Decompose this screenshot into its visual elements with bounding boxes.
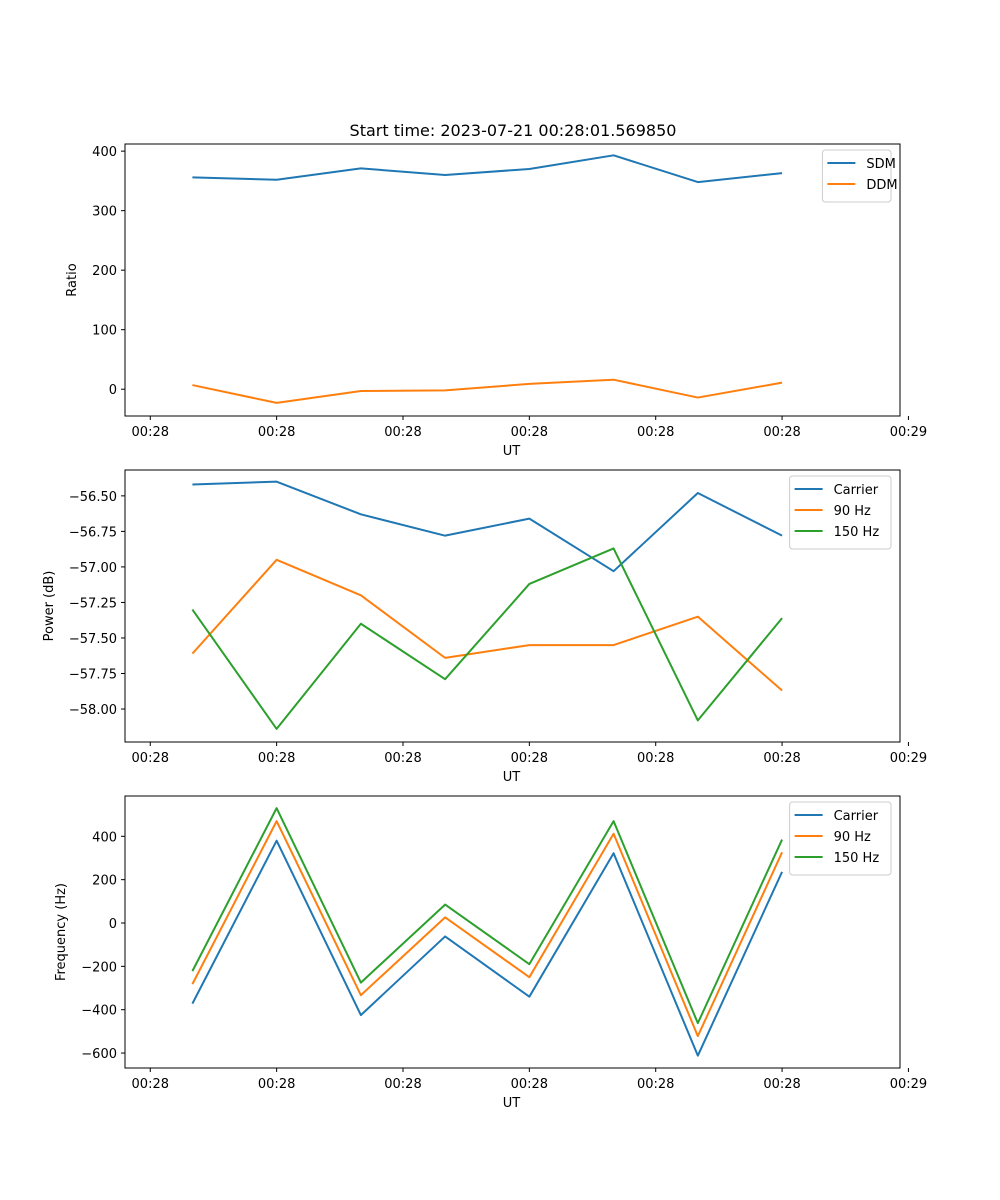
power-x-tick-label: 00:28 <box>637 751 674 766</box>
power-series-line-90-hz <box>191 558 783 692</box>
power-y-tick-label: −57.50 <box>69 632 117 647</box>
power-legend: Carrier 90 Hz 150 Hz <box>789 475 892 550</box>
ratio-x-tick-label: 00:28 <box>258 425 295 440</box>
frequency-y-tick-label: −200 <box>81 960 117 975</box>
power-x-tick-label: 00:28 <box>511 751 548 766</box>
ratio-legend-label-sdm: SDM <box>866 157 895 172</box>
frequency-x-tick-label: 00:28 <box>637 1077 674 1092</box>
frequency-legend-label-90-hz: 90 Hz <box>834 830 871 845</box>
ratio-legend: SDM DDM <box>821 149 898 203</box>
figure-title: Start time: 2023-07-21 00:28:01.569850 <box>350 121 677 140</box>
power-legend-label-90-hz: 90 Hz <box>834 504 871 519</box>
power-series-line-carrier <box>192 480 783 573</box>
frequency-series-line-carrier <box>191 839 783 1057</box>
ratio-legend-label-ddm: DDM <box>866 178 897 193</box>
ratio-y-tick-label: 400 <box>92 145 117 160</box>
frequency-axes-frame <box>124 795 901 1069</box>
frequency-legend-label-150-hz: 150 Hz <box>834 851 880 866</box>
ratio-axes-frame <box>124 143 901 417</box>
ratio-y-tick-label: 300 <box>92 205 117 220</box>
ratio-x-axis-label: UT <box>503 444 521 459</box>
power-x-tick-label: 00:28 <box>132 751 169 766</box>
power-y-tick-label: −57.75 <box>69 668 117 683</box>
frequency-y-axis-label: Frequency (Hz) <box>54 883 69 981</box>
frequency-x-axis-label: UT <box>503 1096 521 1111</box>
power-axes-frame <box>124 469 901 743</box>
frequency-y-tick-label: −400 <box>81 1004 117 1019</box>
power-legend-label-carrier: Carrier <box>834 483 879 498</box>
ratio-x-tick-label: 00:28 <box>511 425 548 440</box>
power-y-tick-label: −58.00 <box>69 703 117 718</box>
frequency-x-tick-label: 00:28 <box>763 1077 800 1092</box>
power-y-tick-label: −56.75 <box>69 525 117 540</box>
ratio-y-tick-label: 100 <box>92 324 117 339</box>
ratio-x-tick-label: 00:28 <box>132 425 169 440</box>
frequency-x-tick-label: 00:28 <box>258 1077 295 1092</box>
power-panel: 00:28 00:28 00:28 00:28 00:28 00:28 00:29 −58.0… <box>42 469 927 785</box>
power-y-tick-label: −56.50 <box>69 490 117 505</box>
power-x-tick-label: 00:28 <box>763 751 800 766</box>
frequency-y-tick-label: 400 <box>92 830 117 845</box>
ratio-series-line-ddm <box>192 378 783 404</box>
frequency-legend-label-carrier: Carrier <box>834 809 879 824</box>
frequency-series-line-150-hz <box>191 807 783 1025</box>
frequency-y-tick-label: 200 <box>92 874 117 889</box>
frequency-series-line-90-hz <box>191 820 783 1038</box>
ratio-y-tick-label: 0 <box>109 383 117 398</box>
power-x-tick-label: 00:28 <box>384 751 421 766</box>
power-x-tick-label: 00:28 <box>258 751 295 766</box>
power-x-axis-label: UT <box>503 770 521 785</box>
ratio-series-line-sdm <box>192 154 783 184</box>
frequency-x-tick-label: 00:28 <box>384 1077 421 1092</box>
frequency-x-tick-label: 00:28 <box>132 1077 169 1092</box>
power-y-tick-label: −57.25 <box>69 596 117 611</box>
power-legend-label-150-hz: 150 Hz <box>834 525 880 540</box>
ratio-y-tick-label: 200 <box>92 264 117 279</box>
ratio-panel: 00:28 00:28 00:28 00:28 00:28 00:28 00:29 0 100 2… <box>65 143 927 459</box>
frequency-legend: Carrier 90 Hz 150 Hz <box>789 801 892 876</box>
power-x-tick-label: 00:29 <box>890 751 927 766</box>
power-y-axis-label: Power (dB) <box>42 571 57 642</box>
ratio-x-tick-label: 00:28 <box>637 425 674 440</box>
ratio-x-tick-label: 00:29 <box>890 425 927 440</box>
power-y-tick-label: −57.00 <box>69 561 117 576</box>
ratio-x-tick-label: 00:28 <box>384 425 421 440</box>
frequency-y-tick-label: 0 <box>109 917 117 932</box>
frequency-x-tick-label: 00:29 <box>890 1077 927 1092</box>
ratio-y-axis-label: Ratio <box>65 263 80 296</box>
frequency-y-tick-label: −600 <box>81 1047 117 1062</box>
frequency-panel: 00:28 00:28 00:28 00:28 00:28 00:28 00:29 −600 −… <box>54 795 927 1111</box>
frequency-x-tick-label: 00:28 <box>511 1077 548 1092</box>
power-series-line-150-hz <box>191 547 783 730</box>
ratio-x-tick-label: 00:28 <box>763 425 800 440</box>
